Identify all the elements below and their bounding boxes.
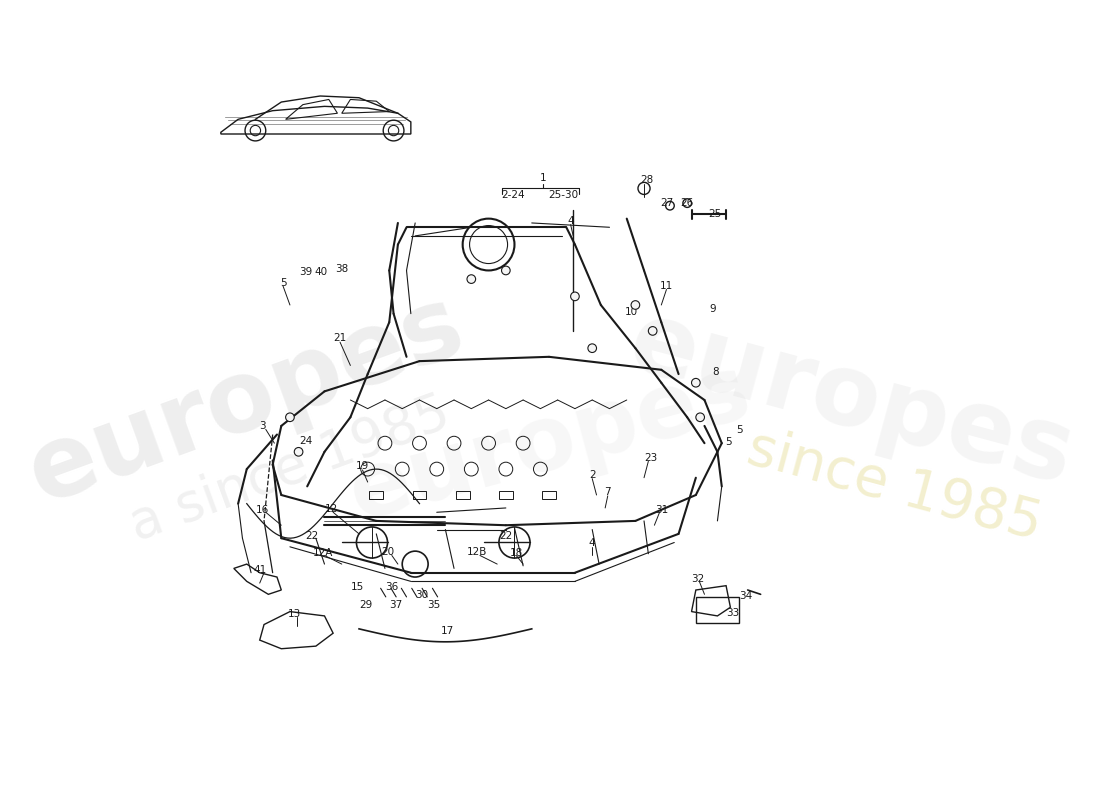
Text: 38: 38 bbox=[336, 264, 349, 274]
Text: 27: 27 bbox=[661, 198, 674, 208]
Text: 1: 1 bbox=[540, 173, 547, 183]
Text: 7: 7 bbox=[604, 487, 612, 498]
Text: 23: 23 bbox=[645, 453, 658, 463]
Text: 5: 5 bbox=[725, 438, 732, 447]
Text: 3: 3 bbox=[258, 421, 265, 431]
Text: 35: 35 bbox=[428, 600, 441, 610]
Text: 17: 17 bbox=[440, 626, 453, 635]
Text: a since 1985: a since 1985 bbox=[122, 387, 458, 551]
Text: 34: 34 bbox=[739, 591, 752, 601]
Text: 20: 20 bbox=[381, 547, 394, 557]
Circle shape bbox=[696, 413, 704, 422]
Bar bbox=[412, 490, 427, 499]
Circle shape bbox=[502, 266, 510, 274]
Circle shape bbox=[571, 292, 580, 301]
Text: 15: 15 bbox=[351, 582, 364, 593]
Text: 12B: 12B bbox=[468, 547, 487, 557]
Text: europes: europes bbox=[339, 347, 759, 539]
Text: 22: 22 bbox=[499, 530, 513, 541]
Text: 19: 19 bbox=[356, 462, 370, 471]
Circle shape bbox=[648, 326, 657, 335]
Text: 25: 25 bbox=[708, 210, 722, 219]
Text: 12A: 12A bbox=[312, 548, 333, 558]
Text: 41: 41 bbox=[253, 565, 266, 575]
Text: 16: 16 bbox=[255, 505, 268, 514]
Circle shape bbox=[295, 447, 302, 456]
Bar bbox=[370, 490, 383, 499]
Text: 32: 32 bbox=[691, 574, 704, 584]
Text: 22: 22 bbox=[305, 530, 318, 541]
Text: 4: 4 bbox=[568, 216, 574, 226]
Circle shape bbox=[692, 378, 701, 387]
Text: 39: 39 bbox=[299, 267, 312, 277]
Text: 30: 30 bbox=[416, 590, 429, 600]
Circle shape bbox=[468, 274, 475, 283]
Text: since 1985: since 1985 bbox=[741, 421, 1048, 552]
Text: 9: 9 bbox=[710, 304, 716, 314]
Text: 33: 33 bbox=[726, 608, 739, 618]
Text: 26: 26 bbox=[681, 198, 694, 208]
Text: 4: 4 bbox=[588, 538, 595, 548]
Bar bbox=[542, 490, 556, 499]
Circle shape bbox=[631, 301, 640, 310]
Text: 18: 18 bbox=[509, 548, 522, 558]
Text: 12: 12 bbox=[324, 504, 338, 514]
Text: 31: 31 bbox=[654, 505, 668, 514]
Text: 11: 11 bbox=[660, 281, 673, 291]
Text: 29: 29 bbox=[360, 600, 373, 610]
Text: 2-24: 2-24 bbox=[500, 190, 525, 200]
Bar bbox=[499, 490, 513, 499]
Text: 5: 5 bbox=[279, 278, 286, 289]
Text: europes: europes bbox=[16, 277, 477, 523]
Bar bbox=[455, 490, 470, 499]
Circle shape bbox=[587, 344, 596, 353]
Text: 8: 8 bbox=[713, 367, 719, 378]
Text: 5: 5 bbox=[736, 426, 743, 435]
Text: 36: 36 bbox=[385, 582, 398, 591]
Text: 37: 37 bbox=[389, 600, 403, 610]
Text: 25-30: 25-30 bbox=[549, 190, 579, 200]
Text: europes: europes bbox=[618, 294, 1084, 506]
Bar bbox=[696, 597, 739, 623]
Text: 28: 28 bbox=[640, 174, 653, 185]
Text: 13: 13 bbox=[287, 609, 301, 619]
Text: 10: 10 bbox=[625, 307, 638, 317]
Circle shape bbox=[286, 413, 295, 422]
Text: 2: 2 bbox=[588, 470, 595, 480]
Text: 40: 40 bbox=[315, 267, 328, 277]
Text: 21: 21 bbox=[333, 333, 346, 343]
Text: 24: 24 bbox=[299, 435, 312, 446]
